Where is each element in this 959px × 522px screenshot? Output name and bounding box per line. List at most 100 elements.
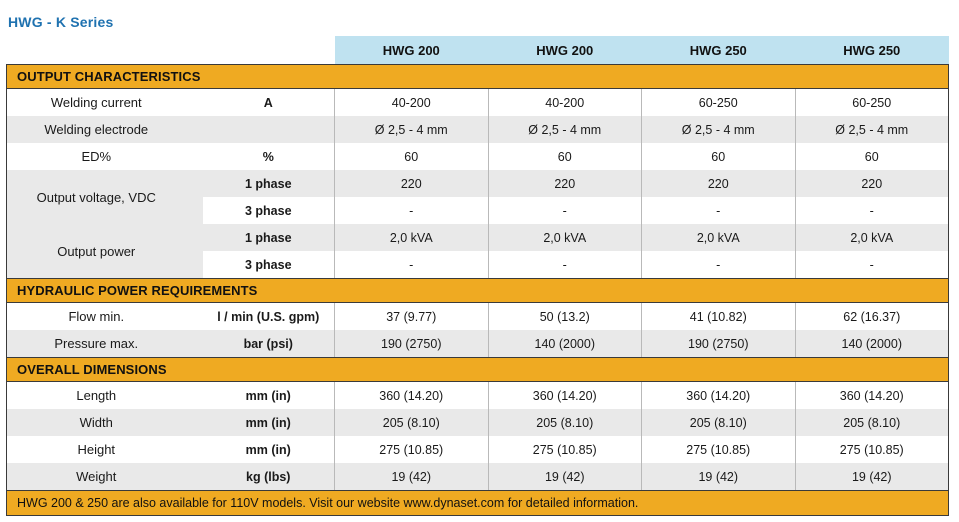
section-header-row: OVERALL DIMENSIONS bbox=[6, 357, 949, 382]
table-footer: HWG 200 & 250 are also available for 110… bbox=[6, 490, 949, 516]
row-unit: A bbox=[202, 88, 335, 116]
row-unit: 3 phase bbox=[202, 197, 335, 224]
model-header-row: HWG 200 HWG 200 HWG 250 HWG 250 bbox=[6, 36, 949, 65]
row-label: Pressure max. bbox=[6, 330, 203, 358]
table-row: 3 phase - - - - bbox=[7, 251, 949, 279]
row-label: ED% bbox=[6, 143, 203, 170]
cell-value-col3: - bbox=[641, 251, 796, 279]
cell-value-col3: 41 (10.82) bbox=[641, 302, 796, 330]
cell-value-col2: - bbox=[488, 251, 642, 279]
row-unit: mm (in) bbox=[202, 381, 335, 409]
row-unit: bar (psi) bbox=[202, 330, 335, 358]
cell-value-col1: 37 (9.77) bbox=[334, 302, 489, 330]
cell-value-col1: 2,0 kVA bbox=[334, 224, 489, 251]
cell-value-col4: 360 (14.20) bbox=[795, 381, 949, 409]
cell-value-col4: 60-250 bbox=[795, 88, 949, 116]
column-header-model-1: HWG 200 bbox=[334, 36, 488, 65]
cell-value-col4: Ø 2,5 - 4 mm bbox=[795, 116, 949, 143]
cell-value-col3: 275 (10.85) bbox=[641, 436, 796, 463]
cell-value-col3: 60-250 bbox=[641, 88, 796, 116]
cell-value-col2: 360 (14.20) bbox=[488, 381, 642, 409]
table-body: OUTPUT CHARACTERISTICS Welding current A 40… bbox=[6, 64, 949, 491]
row-unit bbox=[202, 116, 335, 143]
table-row: Pressure max. bar (psi) 190 (2750) 140 (200… bbox=[6, 330, 949, 358]
cell-value-col2: 19 (42) bbox=[488, 463, 642, 491]
table-header: HWG 200 HWG 200 HWG 250 HWG 250 bbox=[6, 36, 949, 65]
cell-value-col2: Ø 2,5 - 4 mm bbox=[488, 116, 642, 143]
cell-value-col3: 360 (14.20) bbox=[641, 381, 796, 409]
row-label: Output voltage, VDC bbox=[6, 170, 203, 224]
section-header-row: HYDRAULIC POWER REQUIREMENTS bbox=[6, 278, 949, 303]
cell-value-col1: 275 (10.85) bbox=[334, 436, 489, 463]
footer-note: HWG 200 & 250 are also available for 110… bbox=[6, 490, 949, 516]
cell-value-col4: 140 (2000) bbox=[795, 330, 949, 358]
specification-table: HWG 200 HWG 200 HWG 250 HWG 250 OUTPUT C… bbox=[6, 36, 949, 516]
cell-value-col2: 50 (13.2) bbox=[488, 302, 642, 330]
section-title: OUTPUT CHARACTERISTICS bbox=[6, 64, 949, 89]
column-header-model-3: HWG 250 bbox=[641, 36, 795, 65]
footer-note-row: HWG 200 & 250 are also available for 110… bbox=[6, 490, 949, 516]
cell-value-col4: 62 (16.37) bbox=[795, 302, 949, 330]
cell-value-col2: 2,0 kVA bbox=[488, 224, 642, 251]
cell-value-col2: 205 (8.10) bbox=[488, 409, 642, 436]
row-label: Length bbox=[6, 381, 203, 409]
row-unit: kg (lbs) bbox=[202, 463, 335, 491]
table-row: Output power 1 phase 2,0 kVA 2,0 kVA 2,0 kVA… bbox=[6, 224, 949, 279]
table-row: 3 phase - - - - bbox=[7, 197, 949, 224]
table-row: Welding electrode Ø 2,5 - 4 mm Ø 2,5 - 4 m… bbox=[6, 116, 949, 143]
cell-value-col1: 190 (2750) bbox=[334, 330, 489, 358]
cell-value-col1: 205 (8.10) bbox=[334, 409, 489, 436]
table-row: Welding current A 40-200 40-200 60-250 60-250 bbox=[6, 88, 949, 116]
table-row: Width mm (in) 205 (8.10) 205 (8.10) 205 (8.1… bbox=[6, 409, 949, 436]
cell-value-col1: 60 bbox=[334, 143, 489, 170]
cell-value-col2: 275 (10.85) bbox=[488, 436, 642, 463]
cell-value-col3: 220 bbox=[641, 170, 796, 197]
cell-value-col4: - bbox=[795, 197, 949, 224]
cell-value-col3: 190 (2750) bbox=[641, 330, 796, 358]
row-label: Width bbox=[6, 409, 203, 436]
cell-value-col1: 40-200 bbox=[334, 88, 489, 116]
cell-value-col3: 60 bbox=[641, 143, 796, 170]
section-header-row: OUTPUT CHARACTERISTICS bbox=[6, 64, 949, 89]
cell-value-col4: - bbox=[795, 251, 949, 279]
table-row: Output voltage, VDC 1 phase 220 220 220 220 bbox=[6, 170, 949, 224]
page-title: HWG - K Series bbox=[8, 14, 114, 30]
row-unit: mm (in) bbox=[202, 409, 335, 436]
cell-value-col4: 220 bbox=[795, 170, 949, 197]
cell-value-col3: 205 (8.10) bbox=[641, 409, 796, 436]
cell-value-col2: 40-200 bbox=[488, 88, 642, 116]
section-title: HYDRAULIC POWER REQUIREMENTS bbox=[6, 278, 949, 303]
section-title: OVERALL DIMENSIONS bbox=[6, 357, 949, 382]
cell-value-col3: Ø 2,5 - 4 mm bbox=[641, 116, 796, 143]
row-unit: l / min (U.S. gpm) bbox=[202, 302, 335, 330]
cell-value-col3: 2,0 kVA bbox=[641, 224, 796, 251]
cell-value-col4: 2,0 kVA bbox=[795, 224, 949, 251]
row-label: Welding current bbox=[6, 88, 203, 116]
cell-value-col1: - bbox=[334, 251, 489, 279]
row-label: Weight bbox=[6, 463, 203, 491]
row-unit: % bbox=[202, 143, 335, 170]
cell-value-col4: 60 bbox=[795, 143, 949, 170]
table-row: Weight kg (lbs) 19 (42) 19 (42) 19 (42) 19 (4… bbox=[6, 463, 949, 491]
row-unit: 1 phase bbox=[202, 224, 335, 251]
column-header-model-2: HWG 200 bbox=[488, 36, 642, 65]
row-label: Welding electrode bbox=[6, 116, 203, 143]
row-unit: 1 phase bbox=[202, 170, 335, 197]
cell-value-col2: 140 (2000) bbox=[488, 330, 642, 358]
column-header-model-4: HWG 250 bbox=[795, 36, 949, 65]
row-label: Output power bbox=[6, 224, 203, 279]
cell-value-col2: 220 bbox=[488, 170, 642, 197]
cell-value-col2: - bbox=[488, 197, 642, 224]
table-row: Length mm (in) 360 (14.20) 360 (14.20) 360 (… bbox=[6, 381, 949, 409]
cell-value-col4: 275 (10.85) bbox=[795, 436, 949, 463]
cell-value-col4: 19 (42) bbox=[795, 463, 949, 491]
cell-value-col2: 60 bbox=[488, 143, 642, 170]
row-unit: 3 phase bbox=[202, 251, 335, 279]
header-blank-cell bbox=[6, 36, 335, 65]
cell-value-col1: 19 (42) bbox=[334, 463, 489, 491]
row-label: Flow min. bbox=[6, 302, 203, 330]
cell-value-col1: Ø 2,5 - 4 mm bbox=[334, 116, 489, 143]
row-unit: mm (in) bbox=[202, 436, 335, 463]
specification-table-container: HWG 200 HWG 200 HWG 250 HWG 250 OUTPUT C… bbox=[6, 36, 949, 516]
